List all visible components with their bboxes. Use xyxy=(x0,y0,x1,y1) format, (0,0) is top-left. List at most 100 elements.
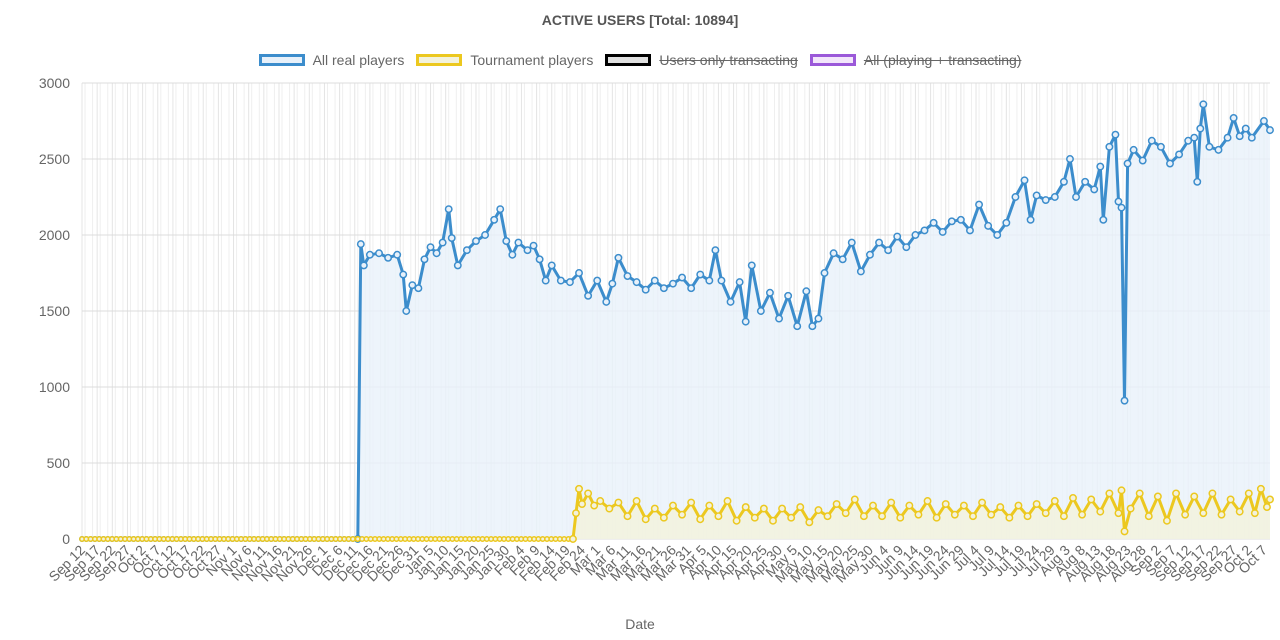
data-point xyxy=(1117,486,1126,495)
data-point xyxy=(1059,177,1068,186)
data-point xyxy=(756,307,765,315)
data-point xyxy=(584,291,593,300)
legend-swatch-all-real-players xyxy=(258,54,305,66)
data-point xyxy=(850,495,859,504)
data-point xyxy=(623,272,632,280)
data-point xyxy=(941,500,950,508)
data-point xyxy=(1078,510,1087,519)
data-point xyxy=(959,501,968,510)
data-point xyxy=(1199,100,1208,109)
data-point xyxy=(1144,512,1153,521)
data-point xyxy=(541,276,550,285)
data-point xyxy=(1096,507,1105,516)
data-point xyxy=(802,287,811,296)
data-point xyxy=(556,276,565,285)
data-point xyxy=(1193,177,1202,186)
data-point xyxy=(590,501,599,510)
data-point xyxy=(1105,489,1114,498)
data-point xyxy=(784,291,793,300)
legend-item-all-real-players[interactable]: All real players xyxy=(258,52,404,68)
data-point xyxy=(978,498,987,507)
data-point xyxy=(687,284,696,293)
data-point xyxy=(614,498,623,507)
data-point xyxy=(481,231,490,239)
data-point xyxy=(650,504,659,513)
data-point xyxy=(575,269,583,277)
data-point xyxy=(453,261,462,270)
data-point xyxy=(717,276,726,285)
data-point xyxy=(747,261,756,270)
y-tick-label: 500 xyxy=(47,455,71,471)
data-point xyxy=(1147,136,1156,145)
data-point xyxy=(841,509,850,518)
data-point xyxy=(572,509,580,518)
data-point xyxy=(1032,191,1041,200)
data-point xyxy=(1014,501,1023,510)
data-point xyxy=(1081,177,1090,186)
data-point xyxy=(769,516,777,525)
data-point xyxy=(408,281,417,290)
data-point xyxy=(923,497,932,505)
legend-swatch-all-playing-transacting xyxy=(809,54,856,66)
data-point xyxy=(1208,489,1217,498)
legend-label-tournament-players: Tournament players xyxy=(470,52,594,68)
data-point xyxy=(705,276,714,285)
series-line xyxy=(82,102,1272,541)
data-point xyxy=(687,498,696,507)
data-point xyxy=(1050,497,1059,505)
data-point xyxy=(535,255,544,264)
legend-item-all-playing-transacting[interactable]: All (playing + transacting) xyxy=(809,52,1021,68)
data-point xyxy=(420,255,429,264)
data-point xyxy=(1032,500,1041,508)
y-tick-label: 2000 xyxy=(39,227,70,243)
data-point xyxy=(623,512,632,521)
data-point xyxy=(584,489,593,498)
data-point xyxy=(735,278,744,287)
data-point xyxy=(356,240,365,249)
data-point xyxy=(1172,489,1181,498)
data-point xyxy=(523,246,532,255)
data-point xyxy=(793,322,802,331)
data-point xyxy=(1226,495,1235,504)
data-point xyxy=(932,513,941,522)
data-point xyxy=(1214,145,1223,154)
data-point xyxy=(1041,196,1050,204)
data-point xyxy=(1099,215,1108,224)
legend-item-users-only-transacting[interactable]: Users only transacting xyxy=(605,52,798,68)
data-point xyxy=(787,513,796,522)
data-point xyxy=(1138,156,1147,165)
data-point xyxy=(759,504,768,513)
data-point xyxy=(878,512,887,521)
data-point xyxy=(814,506,823,515)
data-point xyxy=(1123,159,1132,168)
data-point xyxy=(605,504,614,513)
data-point xyxy=(741,503,750,512)
data-point xyxy=(765,288,774,297)
data-point xyxy=(1241,124,1250,133)
data-point xyxy=(365,250,374,259)
legend-item-tournament-players[interactable]: Tournament players xyxy=(416,52,593,68)
data-point xyxy=(1066,155,1074,163)
data-point xyxy=(1087,495,1096,504)
data-point xyxy=(1190,133,1199,142)
data-point xyxy=(472,237,480,246)
data-point xyxy=(1023,512,1032,521)
data-point xyxy=(869,501,877,510)
data-point xyxy=(1235,507,1244,516)
data-point xyxy=(608,279,617,288)
data-point xyxy=(1120,396,1129,405)
data-point xyxy=(1114,509,1123,518)
data-point xyxy=(1181,510,1190,519)
data-point xyxy=(905,501,914,510)
data-point xyxy=(902,243,911,252)
data-point xyxy=(1235,132,1244,141)
data-point xyxy=(1263,503,1271,512)
data-point xyxy=(1163,516,1171,525)
data-point xyxy=(726,297,735,306)
data-point xyxy=(641,285,650,294)
data-point xyxy=(447,234,456,242)
data-point xyxy=(1266,495,1274,504)
data-point xyxy=(1114,197,1123,206)
data-point xyxy=(741,317,750,326)
data-point xyxy=(565,278,574,287)
